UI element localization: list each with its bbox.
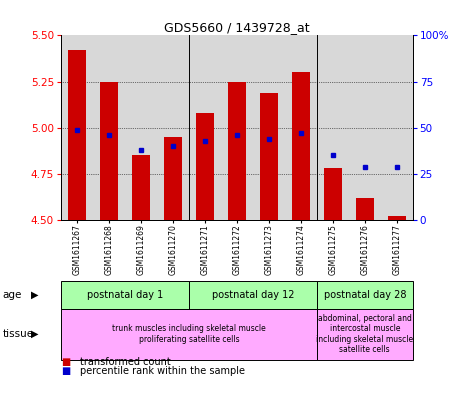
Text: ■: ■ [61,356,70,367]
Bar [356,198,373,220]
Text: trunk muscles including skeletal muscle
proliferating satellite cells: trunk muscles including skeletal muscle … [112,324,266,344]
Bar [189,281,317,309]
Bar [132,156,150,220]
Text: abdominal, pectoral and
intercostal muscle
including skeletal muscle
satellite c: abdominal, pectoral and intercostal musc… [316,314,413,354]
Text: ■: ■ [61,366,70,376]
Bar [100,82,118,220]
Bar [260,93,278,220]
Bar [292,72,310,220]
Text: postnatal day 1: postnatal day 1 [87,290,163,300]
Bar [61,309,317,360]
Bar [196,113,214,220]
Text: percentile rank within the sample: percentile rank within the sample [80,366,245,376]
Text: postnatal day 28: postnatal day 28 [324,290,406,300]
Text: ▶: ▶ [31,329,39,339]
Text: ▶: ▶ [31,290,39,300]
Text: tissue: tissue [2,329,33,339]
Bar [317,281,413,309]
Bar [324,168,341,220]
Text: transformed count: transformed count [80,356,170,367]
Bar [388,217,406,220]
Text: postnatal day 12: postnatal day 12 [212,290,294,300]
Text: age: age [2,290,22,300]
Title: GDS5660 / 1439728_at: GDS5660 / 1439728_at [164,21,310,34]
Bar [228,82,246,220]
Bar [61,281,189,309]
Bar [317,309,413,360]
Bar [164,137,182,220]
Bar [68,50,86,220]
